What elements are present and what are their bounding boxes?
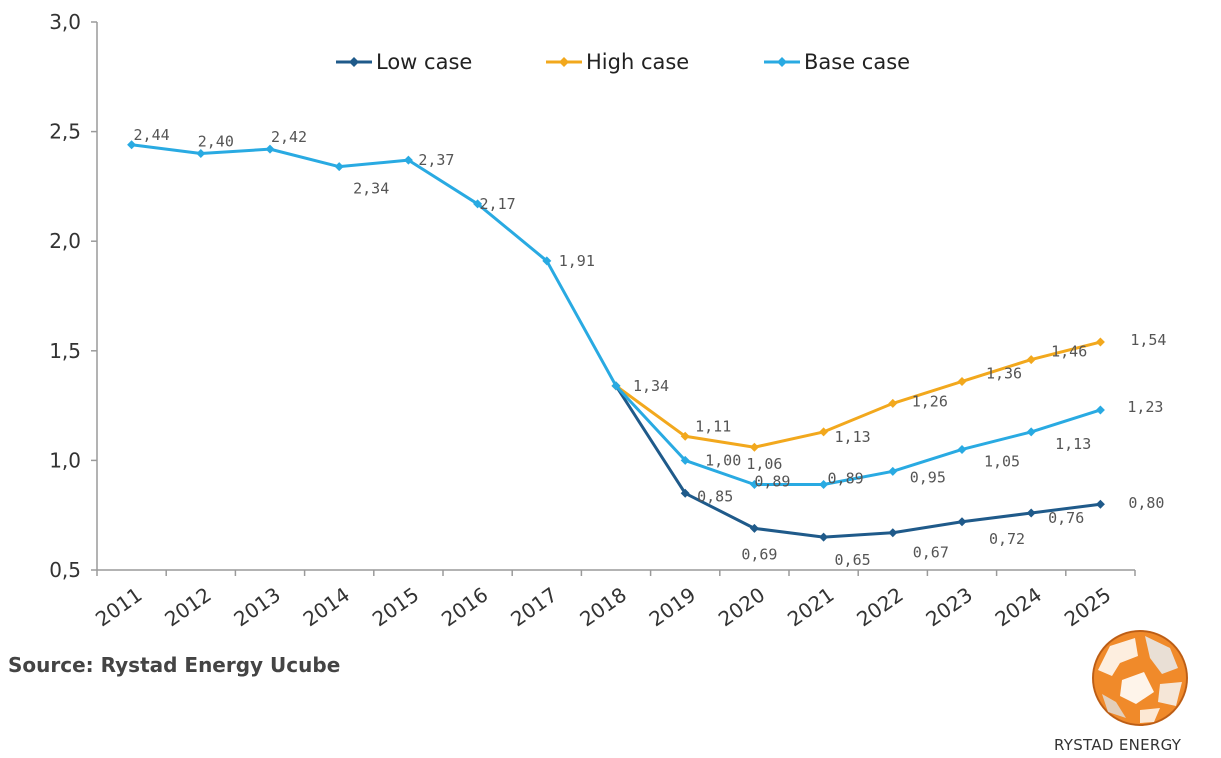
data-point-high-case (680, 431, 690, 441)
x-tick-label: 2017 (506, 582, 561, 631)
data-label: 1,13 (1055, 435, 1091, 453)
data-label: 1,05 (984, 452, 1020, 470)
data-point-base-case (611, 381, 621, 391)
legend-label: Base case (804, 50, 910, 74)
data-label: 2,37 (418, 151, 454, 169)
x-tick-label: 2011 (91, 582, 146, 631)
chart-axes (96, 22, 1135, 571)
x-tick-label: 2018 (575, 582, 630, 631)
y-tick-label: 1,5 (49, 339, 81, 363)
data-point-high-case (749, 442, 759, 452)
chart-legend: Low case High case Base case (336, 50, 910, 74)
x-tick-label: 2023 (921, 582, 976, 631)
data-label: 0,72 (989, 530, 1025, 548)
y-tick-label: 0,5 (49, 558, 81, 582)
x-tick-label: 2019 (645, 582, 700, 631)
data-label: 2,44 (134, 126, 170, 144)
data-point-high-case (957, 376, 967, 386)
rystad-globe-logo-icon (1092, 630, 1188, 726)
data-point-base-case (473, 199, 483, 209)
data-label: 0,80 (1128, 494, 1164, 512)
x-tick-label: 2022 (852, 582, 907, 631)
data-point-high-case (1026, 355, 1036, 365)
data-label: 1,46 (1051, 343, 1087, 361)
data-label: 1,91 (559, 252, 595, 270)
data-label: 1,11 (695, 417, 731, 435)
data-point-base-case (1095, 405, 1105, 415)
x-tick-label: 2016 (437, 582, 492, 631)
data-label: 1,34 (633, 377, 669, 395)
x-tick-label: 2024 (991, 582, 1046, 631)
data-label: 1,54 (1130, 331, 1166, 349)
y-axis-ticks: 0,5 1,0 1,5 2,0 2,5 3,0 (49, 10, 97, 582)
y-tick-label: 2,0 (49, 229, 81, 253)
data-point-base-case (542, 256, 552, 266)
data-point-base-case (334, 162, 344, 172)
data-label: 0,65 (835, 551, 871, 569)
legend-label: High case (586, 50, 689, 74)
data-label: 0,89 (754, 473, 790, 491)
x-tick-label: 2025 (1060, 582, 1115, 631)
data-label: 0,76 (1048, 509, 1084, 527)
data-point-high-case (1095, 337, 1105, 347)
x-axis-ticks: 2011 2012 2013 2014 2015 2016 2017 2018 2019 2020… (91, 570, 1136, 631)
data-label: 1,06 (746, 455, 782, 473)
data-point-base-case (749, 480, 759, 490)
y-tick-label: 1,0 (49, 448, 81, 472)
data-label: 0,95 (910, 468, 946, 486)
data-label: 2,34 (353, 180, 389, 198)
data-point-base-case (819, 480, 829, 490)
data-point-base-case (1026, 427, 1036, 437)
data-point-base-case (196, 149, 206, 159)
legend-swatch-marker (349, 57, 359, 67)
x-tick-label: 2012 (160, 582, 215, 631)
series-line-high-case (615, 340, 1101, 449)
data-label: 0,85 (697, 487, 733, 505)
data-point-base-case (888, 466, 898, 476)
y-tick-label: 2,5 (49, 120, 81, 144)
data-point-base-case (403, 155, 413, 165)
data-label: 1,13 (835, 428, 871, 446)
legend-label: Low case (376, 50, 472, 74)
data-point-base-case (265, 144, 275, 154)
x-tick-label: 2013 (229, 582, 284, 631)
data-label: 1,00 (705, 451, 741, 469)
data-label: 1,26 (912, 392, 948, 410)
x-tick-label: 2015 (368, 582, 423, 631)
data-point-low-case (1095, 499, 1105, 509)
data-point-low-case (888, 528, 898, 538)
x-tick-label: 2020 (714, 582, 769, 631)
data-point-high-case (819, 427, 829, 437)
data-point-low-case (749, 523, 759, 533)
data-point-low-case (819, 532, 829, 542)
source-note: Source: Rystad Energy Ucube (8, 653, 341, 677)
series-line-base-case (131, 143, 1101, 487)
data-label: 0,67 (913, 544, 949, 562)
legend-swatch-marker (559, 57, 569, 67)
data-point-high-case (888, 398, 898, 408)
data-labels: 0,85 0,69 0,65 0,67 0,72 0,76 0,80 1,11 1,06 1,13… (134, 126, 1167, 569)
x-tick-label: 2014 (299, 582, 354, 631)
data-label: 2,42 (271, 128, 307, 146)
y-tick-label: 3,0 (49, 10, 81, 34)
data-point-low-case (1026, 508, 1036, 518)
data-point-low-case (680, 488, 690, 498)
chart-series (127, 140, 1105, 542)
data-label: 0,89 (828, 470, 864, 488)
data-point-base-case (957, 444, 967, 454)
data-point-low-case (957, 517, 967, 527)
data-label: 0,69 (741, 545, 777, 563)
data-label: 1,23 (1127, 398, 1163, 416)
series-line-low-case (614, 385, 1101, 539)
data-point-base-case (680, 455, 690, 465)
data-point-base-case (127, 140, 137, 150)
data-label: 2,40 (198, 133, 234, 151)
data-label: 2,17 (480, 195, 516, 213)
data-label: 1,36 (986, 364, 1022, 382)
brand-name: RYSTAD ENERGY (1054, 736, 1182, 754)
legend-swatch-marker (777, 57, 787, 67)
x-tick-label: 2021 (783, 582, 838, 631)
